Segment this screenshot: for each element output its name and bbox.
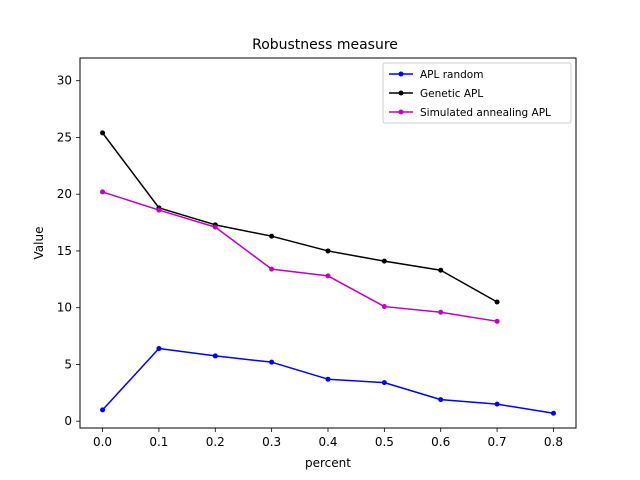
y-axis-label: Value xyxy=(32,227,46,260)
data-point xyxy=(438,309,444,315)
x-axis: 0.0 0.1 0.2 0.3 0.4 0.5 0.6 0.7 0.8 xyxy=(93,428,563,449)
legend-box xyxy=(382,62,572,124)
x-tick-label: 0.2 xyxy=(206,435,225,449)
data-point xyxy=(494,318,500,324)
legend-swatch-marker xyxy=(398,109,404,115)
data-point xyxy=(156,207,162,213)
legend-swatch-marker xyxy=(398,71,404,77)
data-point xyxy=(550,410,556,416)
x-tick-label: 0.7 xyxy=(488,435,507,449)
data-point xyxy=(156,346,162,352)
legend-entry-label: Simulated annealing APL xyxy=(420,107,551,119)
legend: APL random Genetic APL Simulated annealing… xyxy=(382,62,572,124)
y-axis: 0 5 10 15 20 25 30 xyxy=(57,74,80,428)
y-tick-label: 30 xyxy=(57,74,72,88)
data-point xyxy=(212,224,218,230)
data-point xyxy=(494,299,500,305)
data-point xyxy=(325,376,331,382)
x-tick-label: 0.6 xyxy=(431,435,450,449)
data-point xyxy=(438,267,444,273)
legend-entry-label: APL random xyxy=(420,69,483,81)
x-tick-label: 0.5 xyxy=(375,435,394,449)
y-tick-label: 10 xyxy=(57,301,72,315)
data-point xyxy=(381,380,387,386)
y-tick-label: 25 xyxy=(57,130,72,144)
data-point xyxy=(269,266,275,272)
data-point xyxy=(212,353,218,359)
plot-area xyxy=(100,130,556,416)
x-tick-label: 0.3 xyxy=(262,435,281,449)
data-point xyxy=(100,407,106,413)
x-tick-label: 0.4 xyxy=(318,435,337,449)
x-tick-label: 0.0 xyxy=(93,435,112,449)
data-point xyxy=(100,189,106,195)
x-tick-label: 0.8 xyxy=(544,435,563,449)
data-point xyxy=(269,359,275,365)
data-point xyxy=(381,304,387,310)
chart-title: Robustness measure xyxy=(252,37,398,53)
y-tick-label: 15 xyxy=(57,244,72,258)
y-tick-label: 20 xyxy=(57,187,72,201)
y-tick-label: 5 xyxy=(64,357,72,371)
series-line-1 xyxy=(101,132,498,303)
data-point xyxy=(100,130,106,136)
x-axis-label: percent xyxy=(305,456,351,470)
legend-entry-label: Genetic APL xyxy=(420,88,483,100)
data-point xyxy=(325,248,331,254)
y-tick-label: 0 xyxy=(64,414,72,428)
data-point xyxy=(269,233,275,239)
data-point xyxy=(381,258,387,264)
legend-swatch-marker xyxy=(398,90,404,96)
data-point xyxy=(494,401,500,407)
data-point xyxy=(325,273,331,279)
x-tick-label: 0.1 xyxy=(149,435,168,449)
series-line-2 xyxy=(102,191,498,323)
data-point xyxy=(438,397,444,403)
